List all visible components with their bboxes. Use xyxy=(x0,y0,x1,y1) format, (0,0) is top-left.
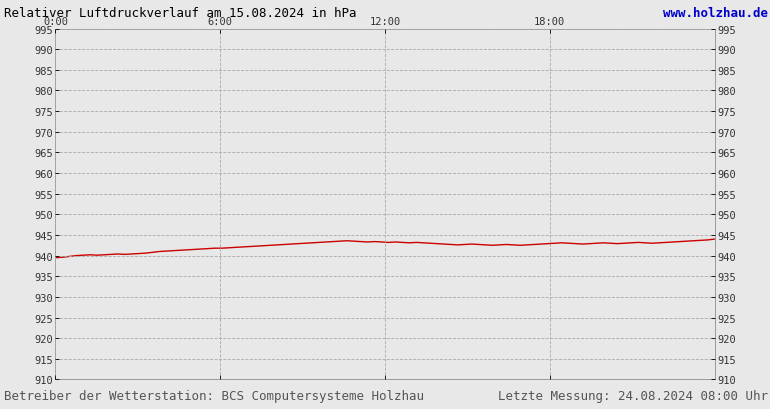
Text: www.holzhau.de: www.holzhau.de xyxy=(663,7,768,20)
Text: Letzte Messung: 24.08.2024 08:00 Uhr: Letzte Messung: 24.08.2024 08:00 Uhr xyxy=(497,389,768,402)
Text: Relativer Luftdruckverlauf am 15.08.2024 in hPa: Relativer Luftdruckverlauf am 15.08.2024… xyxy=(4,7,357,20)
Text: Betreiber der Wetterstation: BCS Computersysteme Holzhau: Betreiber der Wetterstation: BCS Compute… xyxy=(4,389,424,402)
